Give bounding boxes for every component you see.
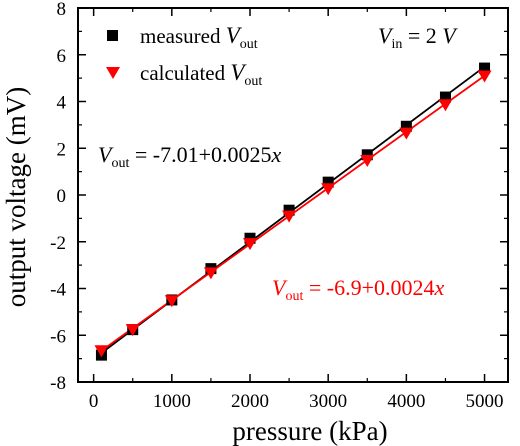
y-tick-label: -6 bbox=[50, 326, 66, 347]
data-markers bbox=[94, 62, 492, 361]
data-point-measured bbox=[439, 91, 451, 103]
y-tick-label: 6 bbox=[57, 46, 67, 67]
y-tick-label: 0 bbox=[57, 186, 67, 207]
legend-label-measured: measured Vout bbox=[140, 23, 258, 52]
y-tick-label: -4 bbox=[50, 280, 66, 301]
data-point-calculated bbox=[321, 183, 336, 196]
x-tick-label: 0 bbox=[89, 391, 99, 412]
legend-label-calculated: calculated Vout bbox=[140, 60, 262, 89]
calculated-fit-equation: Vout = -6.9+0.0024x bbox=[272, 275, 444, 304]
y-tick-label: 4 bbox=[57, 93, 67, 114]
data-point-measured bbox=[400, 120, 412, 132]
y-tick-label: -2 bbox=[50, 233, 66, 254]
data-point-calculated bbox=[94, 345, 109, 358]
data-point-measured bbox=[479, 62, 491, 74]
x-tick-label: 5000 bbox=[466, 391, 504, 412]
data-point-calculated bbox=[360, 154, 375, 167]
x-tick-label: 2000 bbox=[231, 391, 269, 412]
data-point-calculated bbox=[125, 324, 140, 337]
data-point-calculated bbox=[399, 127, 414, 140]
x-tick-label: 3000 bbox=[309, 391, 347, 412]
vin-annotation: Vin = 2 V bbox=[378, 23, 458, 52]
y-tick-label: 8 bbox=[57, 0, 67, 20]
legend-marker-calculated bbox=[106, 67, 120, 79]
y-axis-title: output voltage (mV) bbox=[1, 87, 31, 307]
data-point-calculated bbox=[203, 267, 218, 280]
legend-marker-measured bbox=[107, 30, 118, 41]
y-tick-label: 2 bbox=[57, 139, 67, 160]
data-point-calculated bbox=[477, 70, 492, 83]
legend: measured Vout calculated Vout bbox=[106, 23, 262, 89]
data-point-calculated bbox=[243, 238, 257, 251]
data-point-measured bbox=[283, 204, 295, 216]
data-point-calculated bbox=[438, 99, 453, 112]
x-tick-label: 1000 bbox=[153, 391, 191, 412]
measured-fit-equation: Vout = -7.01+0.0025x bbox=[98, 142, 281, 171]
data-point-calculated bbox=[164, 295, 179, 308]
x-axis-title: pressure (kPa) bbox=[232, 416, 387, 446]
x-tick-label: 4000 bbox=[387, 391, 425, 412]
data-point-measured bbox=[361, 149, 373, 161]
tick-labels: 0 1000 2000 3000 4000 5000 -8 -6 -4 -2 0 2 4 6 8 bbox=[50, 0, 503, 412]
y-tick-label: -8 bbox=[50, 373, 66, 394]
axis-ticks bbox=[78, 7, 508, 383]
data-point-calculated bbox=[282, 210, 297, 223]
data-point-measured bbox=[322, 176, 334, 188]
